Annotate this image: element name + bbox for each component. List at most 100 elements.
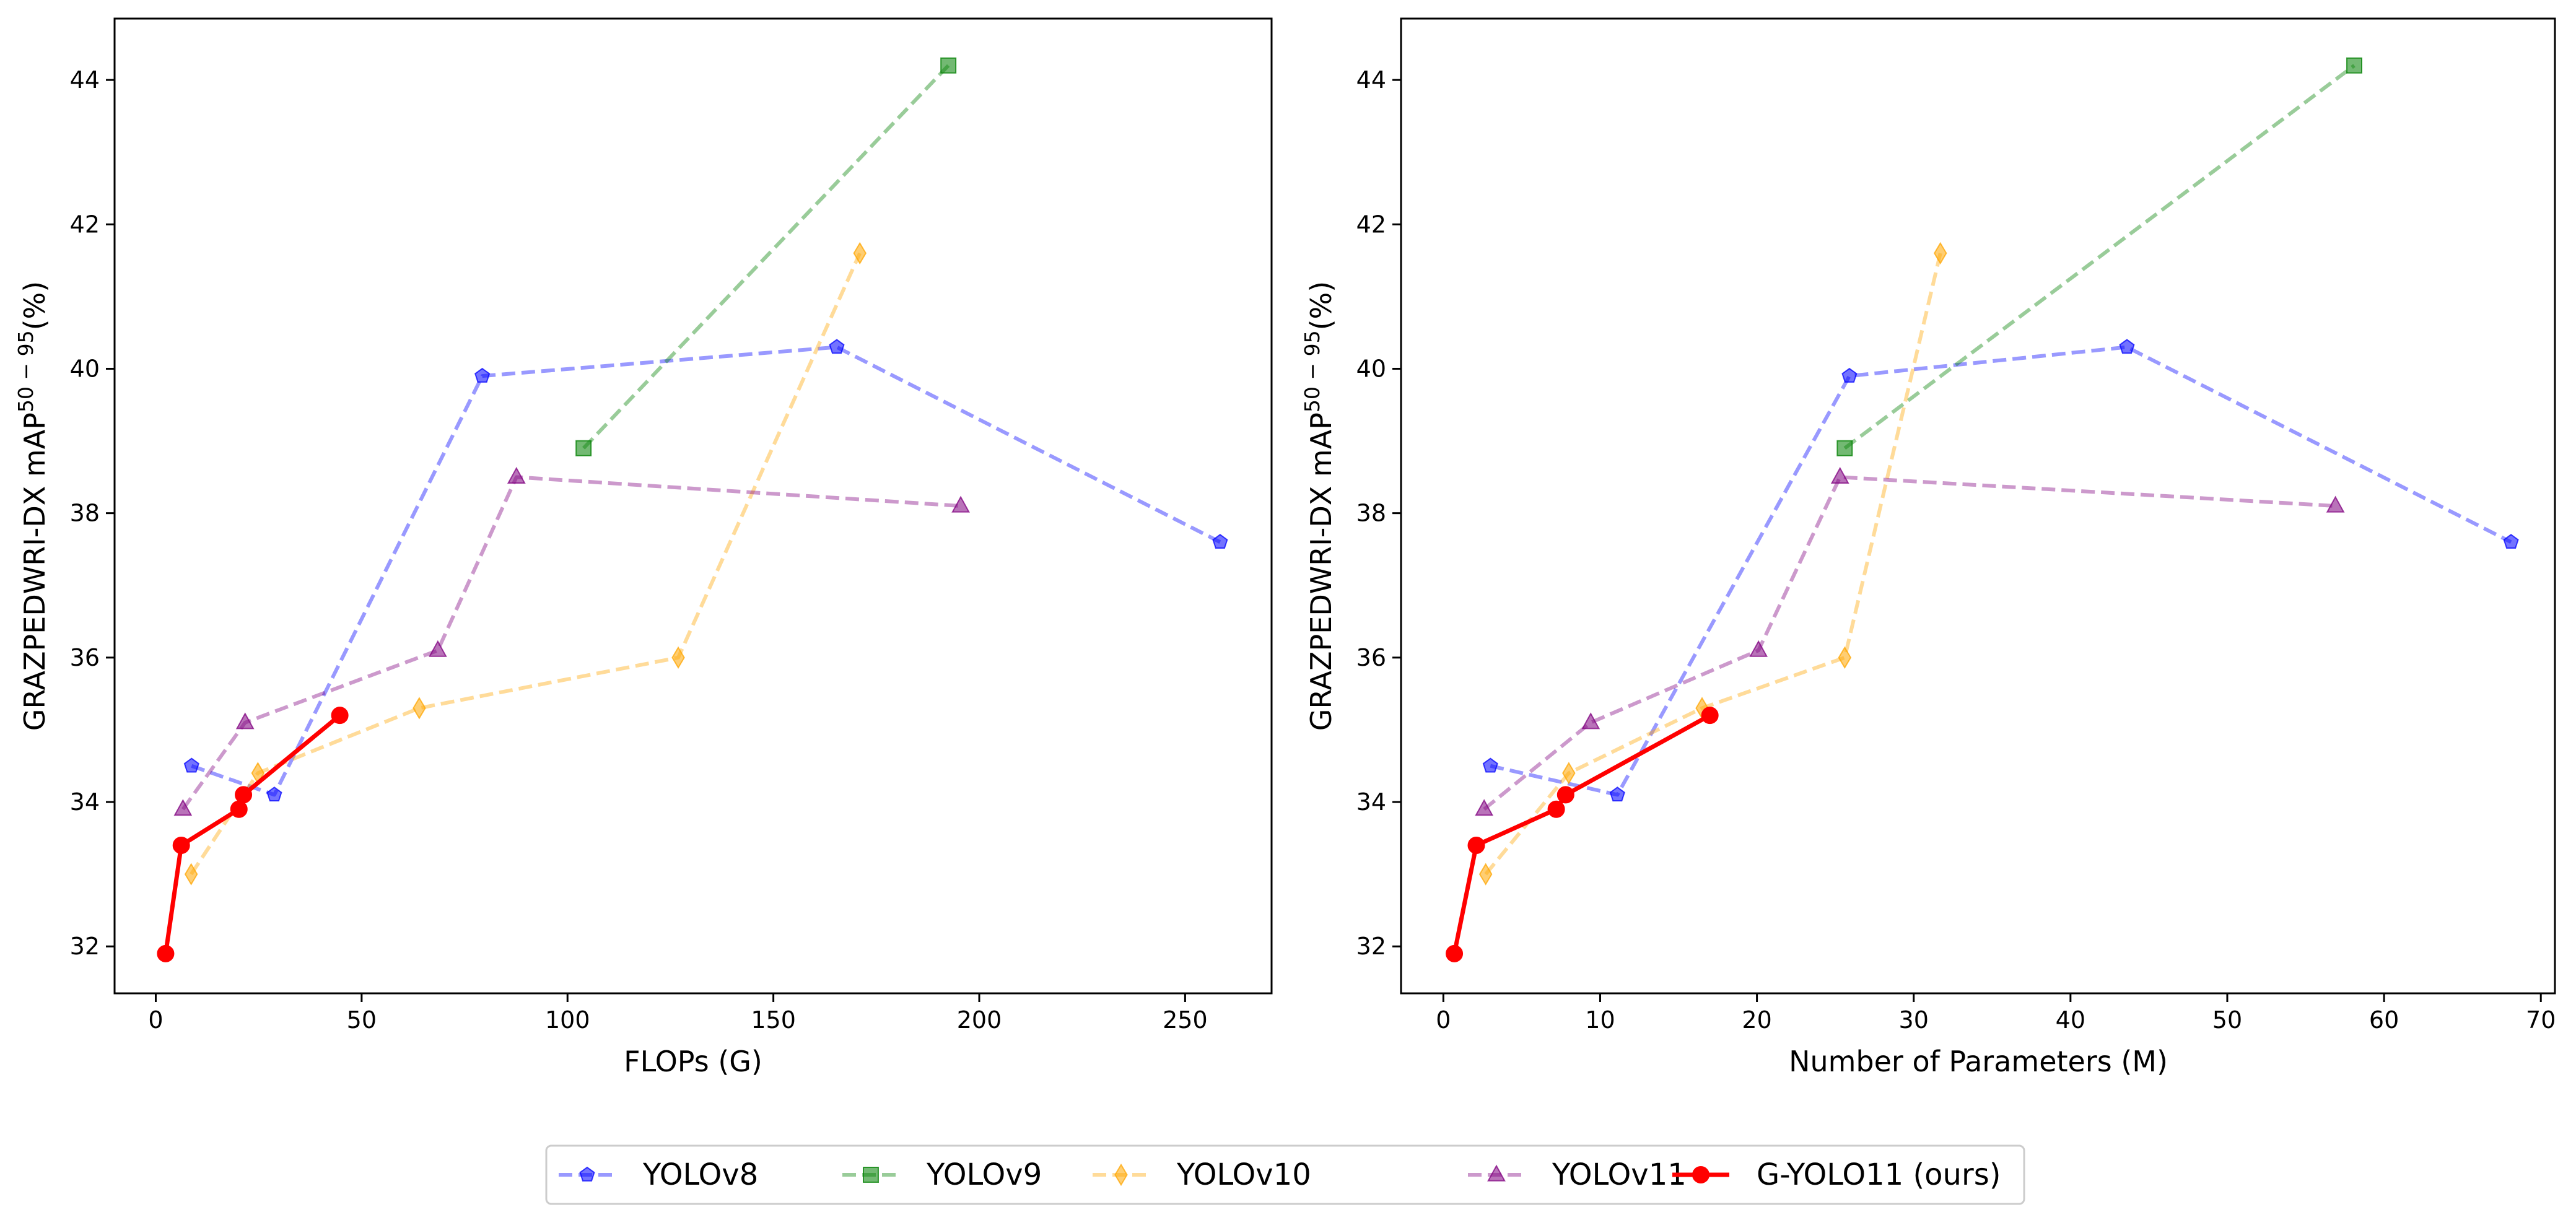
x-tick-label: 50 [347,1006,377,1034]
plot-frame [1400,17,2556,995]
x-tick-label: 50 [2212,1006,2242,1034]
legend-label: YOLOv10 [1176,1157,1311,1192]
legend-marker [1487,1164,1506,1182]
data-point [2119,339,2135,354]
data-point [172,836,190,854]
data-point [507,466,526,484]
data-point [266,786,282,802]
y-tick-label: 36 [1356,644,1386,671]
data-point [940,57,957,74]
x-tick-label: 0 [1436,1006,1451,1034]
data-point [1482,757,1498,773]
data-point [2326,495,2345,513]
data-point [235,786,253,804]
legend-item-yolov9: YOLOv9 [842,1157,1042,1192]
y-tick-label: 40 [70,355,100,382]
data-point [230,800,248,818]
legend-item-g-yolo11-ours: G-YOLO11 (ours) [1672,1157,2001,1192]
legend-item-yolov8: YOLOv8 [559,1157,758,1192]
data-point [1701,707,1719,725]
legend-label: YOLOv11 [1552,1157,1687,1192]
data-point [1609,786,1625,802]
data-point [853,242,867,265]
data-point [1475,799,1494,816]
data-point [1830,466,1849,484]
legend-marker [1114,1163,1128,1187]
data-point [474,367,491,383]
x-tick-label: 30 [1899,1006,1929,1034]
series-yolov8 [1482,339,2519,802]
data-point [1562,762,1576,785]
x-tick-label: 250 [1163,1006,1208,1034]
legend-marker [1692,1166,1709,1183]
x-axis-label: Number of Parameters (M) [1789,1045,2168,1078]
data-point [1838,646,1852,669]
x-axis-label: FLOPs (G) [624,1045,762,1078]
series-g-yolo11-ours [1446,707,1719,962]
series-line-yolov8 [1490,345,2512,797]
data-point [413,697,426,720]
legend-item-yolov10: YOLOv10 [1093,1157,1311,1192]
data-point [157,944,175,962]
x-tick-label: 150 [751,1006,796,1034]
series-line-yolov11 [181,475,961,811]
series-yolov8 [183,339,1228,802]
x-tick-label: 100 [545,1006,590,1034]
data-point [428,640,447,657]
x-tick-label: 20 [1742,1006,1771,1034]
data-point [1581,712,1600,730]
series-yolov9 [575,57,957,456]
y-tick-label: 44 [70,66,100,94]
data-point [1547,800,1565,818]
data-point [1933,242,1947,265]
legend-marker [863,1167,879,1183]
legend: YOLOv8 YOLOv9 YOLOv10 YOLOv11 G-YOLO11 (ours… [545,1144,2025,1205]
data-point [1557,786,1574,804]
plot-frame [113,17,1273,995]
y-axis-label: GRAZPEDWRI-DX mAP50 − 95(%) [14,281,52,731]
data-point [331,707,349,725]
data-point [173,799,193,816]
data-point [1478,863,1493,886]
data-point [1749,640,1768,657]
y-tick-label: 34 [1356,788,1386,816]
legend-label: YOLOv9 [926,1157,1042,1192]
legend-frame [545,1144,2025,1205]
series-yolov11 [1475,466,2345,816]
data-point [235,712,255,730]
data-point [1467,836,1485,854]
y-axis-label: GRAZPEDWRI-DX mAP50 − 95(%) [1300,281,1338,731]
data-point [575,440,592,456]
data-point [1836,440,1853,456]
legend-label: YOLOv8 [642,1157,758,1192]
x-tick-label: 200 [957,1006,1002,1034]
y-tick-label: 32 [1356,933,1386,960]
data-point [951,495,970,513]
data-point [183,757,199,773]
y-tick-label: 34 [70,788,100,816]
y-tick-label: 32 [70,933,100,960]
data-point [2346,57,2362,74]
series-yolov9 [1836,57,2362,456]
y-tick-label: 44 [1356,66,1386,94]
data-point [1446,944,1464,962]
y-tick-label: 38 [70,500,100,527]
legend-label: G-YOLO11 (ours) [1757,1157,2001,1192]
x-tick-label: 10 [1585,1006,1615,1034]
y-tick-label: 42 [70,211,100,238]
legend-marker [579,1166,595,1182]
legend-item-yolov11: YOLOv11 [1468,1157,1687,1192]
y-tick-label: 36 [70,644,100,671]
data-point [671,646,685,669]
x-tick-label: 70 [2526,1006,2556,1034]
series-line-yolov9 [582,64,950,450]
y-tick-label: 42 [1356,211,1386,238]
x-tick-label: 40 [2056,1006,2085,1034]
data-point [1212,534,1228,549]
data-point [829,339,845,354]
series-yolov11 [173,466,970,816]
parameters-chart: 0 10 20 30 40 50 60 70 32 34 36 38 40 42 44 Number of … [1300,17,2556,1078]
y-tick-label: 38 [1356,500,1386,527]
